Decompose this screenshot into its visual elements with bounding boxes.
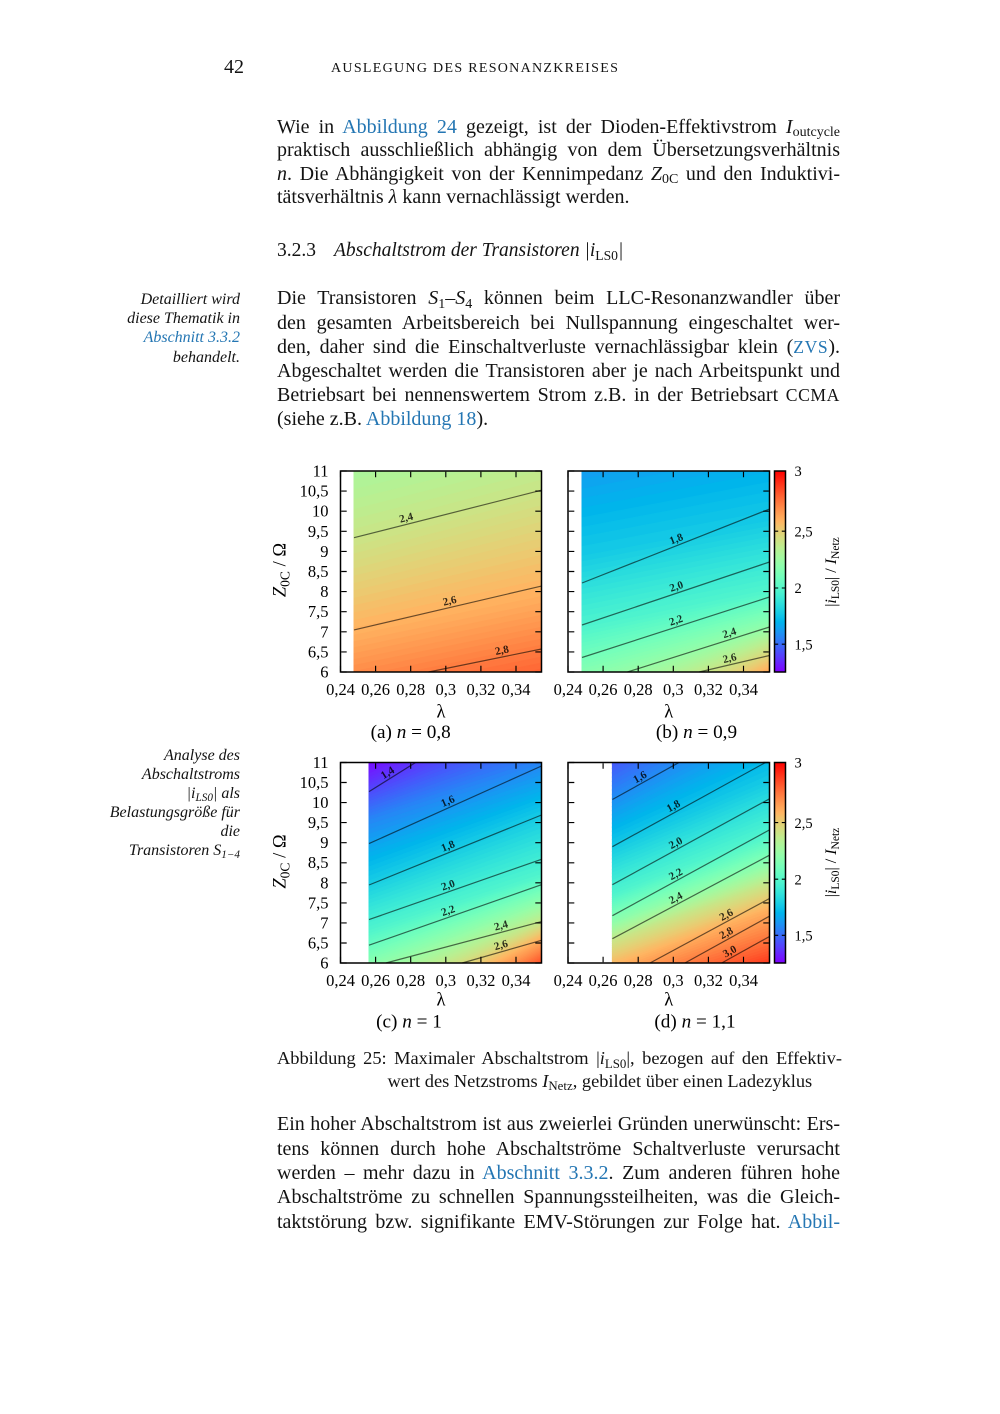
svg-text:9,5: 9,5 [308, 522, 329, 541]
svg-text:2,6: 2,6 [718, 906, 736, 923]
svg-text:0,28: 0,28 [624, 971, 653, 990]
svg-text:2,5: 2,5 [795, 816, 813, 832]
svg-text:8,5: 8,5 [308, 562, 329, 581]
svg-text:9: 9 [320, 542, 328, 561]
svg-text:1,8: 1,8 [665, 798, 683, 815]
svg-text:6,5: 6,5 [308, 642, 329, 661]
svg-text:2,2: 2,2 [668, 613, 685, 629]
svg-text:8: 8 [320, 582, 328, 601]
svg-text:7: 7 [320, 622, 328, 641]
svg-text:2: 2 [795, 872, 802, 888]
svg-text:0,32: 0,32 [466, 971, 495, 990]
svg-text:10,5: 10,5 [300, 482, 329, 501]
svg-text:6,5: 6,5 [308, 934, 329, 953]
svg-text:2,6: 2,6 [493, 938, 510, 953]
svg-text:6: 6 [320, 954, 328, 973]
svg-text:11: 11 [313, 462, 329, 481]
svg-text:2: 2 [795, 581, 802, 597]
svg-text:0,3: 0,3 [435, 971, 456, 990]
svg-text:2,2: 2,2 [440, 903, 457, 919]
svg-text:1,6: 1,6 [439, 793, 457, 810]
svg-text:0,32: 0,32 [694, 680, 723, 699]
svg-text:7: 7 [320, 913, 328, 932]
svg-text:(c) n = 1: (c) n = 1 [376, 1012, 442, 1033]
svg-text:1,5: 1,5 [795, 929, 813, 945]
svg-text:10: 10 [312, 793, 329, 812]
svg-text:1,8: 1,8 [439, 838, 457, 854]
svg-text:2,4: 2,4 [721, 625, 738, 641]
svg-text:Z0C / Ω: Z0C / Ω [271, 834, 293, 888]
svg-text:0,34: 0,34 [729, 680, 758, 699]
svg-text:2,4: 2,4 [398, 511, 415, 526]
svg-text:(b) n = 0,9: (b) n = 0,9 [656, 722, 737, 743]
svg-text:9,5: 9,5 [308, 813, 329, 832]
svg-text:Z0C / Ω: Z0C / Ω [271, 543, 293, 597]
svg-text:0,24: 0,24 [554, 971, 583, 990]
svg-text:0,34: 0,34 [502, 971, 531, 990]
svg-text:6: 6 [320, 663, 328, 682]
svg-text:10,5: 10,5 [300, 773, 329, 792]
svg-text:9: 9 [320, 833, 328, 852]
svg-text:0,26: 0,26 [589, 971, 618, 990]
svg-text:8,5: 8,5 [308, 853, 329, 872]
svg-text:2,6: 2,6 [442, 594, 459, 609]
svg-text:3: 3 [795, 756, 802, 772]
svg-text:0,24: 0,24 [554, 680, 583, 699]
svg-text:λ: λ [664, 703, 673, 723]
svg-text:λ: λ [664, 991, 673, 1011]
svg-text:0,28: 0,28 [396, 971, 425, 990]
svg-text:(d) n = 1,1: (d) n = 1,1 [654, 1012, 735, 1033]
svg-text:7,5: 7,5 [308, 602, 329, 621]
svg-text:2,8: 2,8 [494, 643, 510, 658]
svg-text:2,4: 2,4 [493, 918, 510, 933]
svg-text:0,24: 0,24 [326, 971, 355, 990]
svg-text:2,4: 2,4 [667, 890, 685, 907]
svg-text:|iLS0| / INetz: |iLS0| / INetz [823, 828, 842, 898]
svg-text:2,0: 2,0 [440, 877, 457, 893]
svg-text:3: 3 [795, 464, 802, 480]
svg-text:2,2: 2,2 [667, 866, 685, 883]
svg-text:0,26: 0,26 [361, 680, 390, 699]
svg-text:8: 8 [320, 873, 328, 892]
svg-text:7,5: 7,5 [308, 893, 329, 912]
svg-text:11: 11 [313, 753, 329, 772]
svg-text:0,28: 0,28 [396, 680, 425, 699]
svg-text:0,26: 0,26 [361, 971, 390, 990]
svg-text:0,34: 0,34 [502, 680, 531, 699]
svg-text:0,24: 0,24 [326, 680, 355, 699]
svg-text:0,28: 0,28 [624, 680, 653, 699]
svg-text:λ: λ [437, 703, 446, 723]
svg-text:2,5: 2,5 [795, 524, 813, 540]
svg-text:λ: λ [437, 991, 446, 1011]
svg-text:|iLS0| / INetz: |iLS0| / INetz [823, 537, 842, 607]
svg-text:10: 10 [312, 502, 329, 521]
svg-text:0,32: 0,32 [694, 971, 723, 990]
svg-text:0,34: 0,34 [729, 971, 758, 990]
svg-text:0,3: 0,3 [435, 680, 456, 699]
svg-text:0,32: 0,32 [466, 680, 495, 699]
svg-text:0,3: 0,3 [663, 971, 684, 990]
svg-text:2,0: 2,0 [668, 579, 685, 595]
svg-text:1,5: 1,5 [795, 637, 813, 653]
svg-text:0,3: 0,3 [663, 680, 684, 699]
svg-text:(a) n = 0,8: (a) n = 0,8 [371, 722, 451, 743]
svg-text:2,6: 2,6 [722, 651, 739, 666]
svg-text:1,8: 1,8 [668, 531, 686, 547]
svg-text:0,26: 0,26 [589, 680, 618, 699]
